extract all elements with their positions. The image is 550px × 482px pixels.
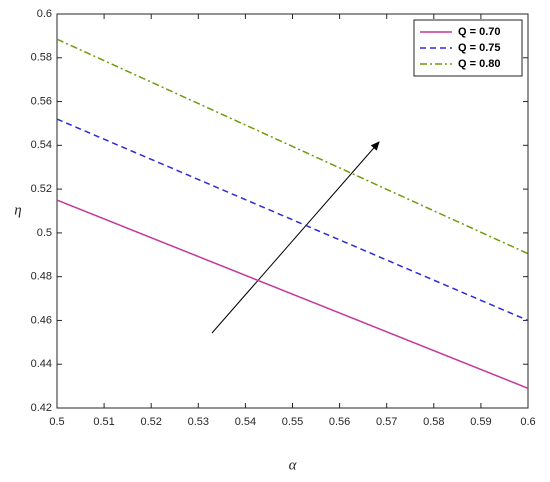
plot-frame	[56, 13, 529, 409]
y-tick-label: 0.58	[31, 52, 52, 64]
x-tick-label: 0.55	[282, 416, 303, 428]
series-line	[56, 118, 529, 322]
x-tick-label: 0.5	[49, 416, 64, 428]
x-axis-label: α	[289, 457, 298, 473]
y-tick-label: 0.5	[37, 227, 52, 239]
y-tick-label: 0.52	[31, 183, 52, 195]
y-tick-label: 0.6	[37, 8, 52, 20]
y-tick-label: 0.48	[31, 271, 52, 283]
y-tick-label: 0.46	[31, 314, 52, 326]
legend-label: Q = 0.75	[458, 42, 501, 54]
y-tick-label: 0.42	[31, 402, 52, 414]
y-tick-label: 0.44	[31, 358, 52, 370]
legend-label: Q = 0.80	[458, 58, 501, 70]
series-line	[56, 38, 529, 255]
x-tick-label: 0.56	[329, 416, 350, 428]
x-tick-label: 0.58	[423, 416, 444, 428]
series-line	[56, 199, 529, 389]
x-tick-label: 0.51	[93, 416, 114, 428]
x-tick-label: 0.6	[520, 416, 535, 428]
trend-arrow	[211, 141, 380, 334]
legend-label: Q = 0.70	[458, 26, 501, 38]
x-tick-label: 0.54	[235, 416, 256, 428]
x-tick-label: 0.57	[376, 416, 397, 428]
x-tick-label: 0.59	[470, 416, 491, 428]
y-tick-label: 0.54	[31, 139, 52, 151]
y-tick-label: 0.56	[31, 95, 52, 107]
x-tick-label: 0.53	[188, 416, 209, 428]
y-axis-label: η	[14, 202, 21, 218]
x-tick-label: 0.52	[140, 416, 161, 428]
